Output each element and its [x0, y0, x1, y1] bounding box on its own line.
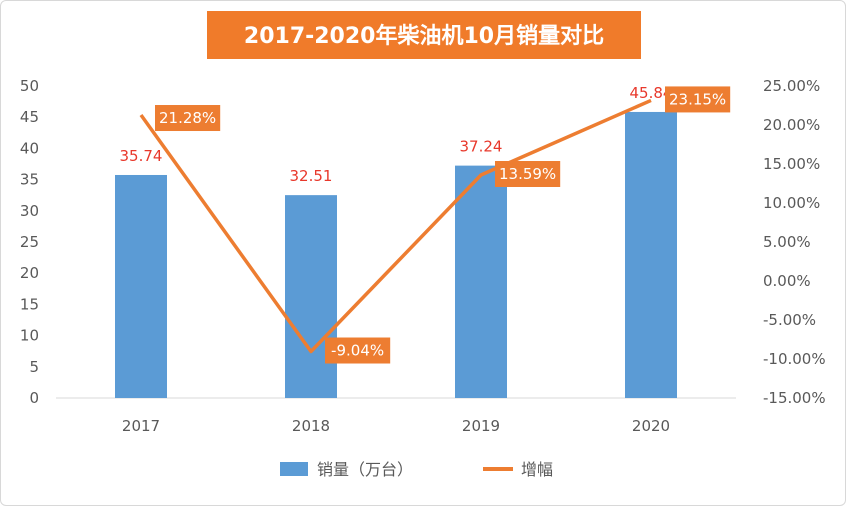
right-tick-label: -5.00%: [763, 311, 816, 329]
bar-value-label: 45.84: [630, 84, 673, 102]
growth-label-2019: 13.59%: [495, 160, 561, 187]
growth-label-box: [665, 86, 731, 113]
category-label-2018: 2018: [292, 417, 330, 435]
left-tick-label: 10: [20, 327, 39, 345]
left-tick-label: 25: [20, 233, 39, 251]
left-axis: 0 5 10 15 20 25 30 35 40 45 50: [20, 77, 39, 407]
left-tick-label: 45: [20, 108, 39, 126]
right-tick-label: -15.00%: [763, 389, 826, 407]
bar-2018: [285, 195, 337, 398]
legend-label-line: 增幅: [521, 460, 553, 479]
growth-label-text: 23.15%: [669, 90, 726, 108]
category-labels: 2017 2018 2019 2020: [122, 417, 670, 435]
left-tick-label: 30: [20, 202, 39, 220]
legend-swatch-bar: [280, 462, 308, 476]
chart-title-background: [207, 11, 641, 59]
bar-series: [115, 111, 677, 398]
right-tick-label: 10.00%: [763, 194, 820, 212]
line-value-labels: 21.28% -9.04% 13.59% 23.15%: [155, 86, 731, 364]
legend-label-bar: 销量（万台）: [317, 460, 413, 479]
category-label-2019: 2019: [462, 417, 500, 435]
right-tick-label: 20.00%: [763, 116, 820, 134]
left-tick-label: 15: [20, 295, 39, 313]
category-label-2020: 2020: [632, 417, 670, 435]
legend: 销量（万台） 增幅: [280, 460, 553, 479]
right-tick-label: -10.00%: [763, 350, 826, 368]
right-tick-label: 15.00%: [763, 155, 820, 173]
right-tick-label: 5.00%: [763, 233, 811, 251]
left-tick-label: 35: [20, 171, 39, 189]
line-series: [139, 98, 652, 354]
right-tick-label: 25.00%: [763, 77, 820, 95]
bar-2019: [455, 165, 507, 398]
left-tick-label: 40: [20, 139, 39, 157]
left-tick-label: 5: [29, 358, 39, 376]
growth-label-text: 21.28%: [159, 109, 216, 127]
growth-label-box: [155, 105, 221, 132]
bar-value-label: 35.74: [120, 147, 163, 165]
left-tick-label: 20: [20, 264, 39, 282]
bar-2017: [115, 174, 167, 398]
bar-value-label: 37.24: [460, 138, 503, 156]
right-tick-label: 0.00%: [763, 272, 811, 290]
growth-label-2020: 23.15%: [665, 86, 731, 113]
growth-label-text: 13.59%: [499, 165, 556, 183]
right-axis: -15.00% -10.00% -5.00% 0.00% 5.00% 10.00% 15.0…: [763, 77, 826, 407]
growth-label-2018: -9.04%: [325, 337, 391, 364]
chart-title: 2017-2020年柴油机10月销量对比: [207, 11, 641, 59]
growth-label-text: -9.04%: [331, 342, 384, 360]
left-tick-label: 50: [20, 77, 39, 95]
left-tick-label: 0: [29, 389, 39, 407]
growth-label-box: [495, 160, 561, 187]
growth-label-box: [325, 337, 391, 364]
bar-value-label: 32.51: [290, 167, 333, 185]
bar-value-labels: 35.74 32.51 37.24 45.84: [120, 84, 673, 185]
growth-line: [139, 98, 652, 354]
chart-title-text: 2017-2020年柴油机10月销量对比: [244, 23, 604, 49]
category-label-2017: 2017: [122, 417, 160, 435]
growth-label-2017: 21.28%: [155, 105, 221, 132]
bar-2020: [625, 111, 677, 398]
